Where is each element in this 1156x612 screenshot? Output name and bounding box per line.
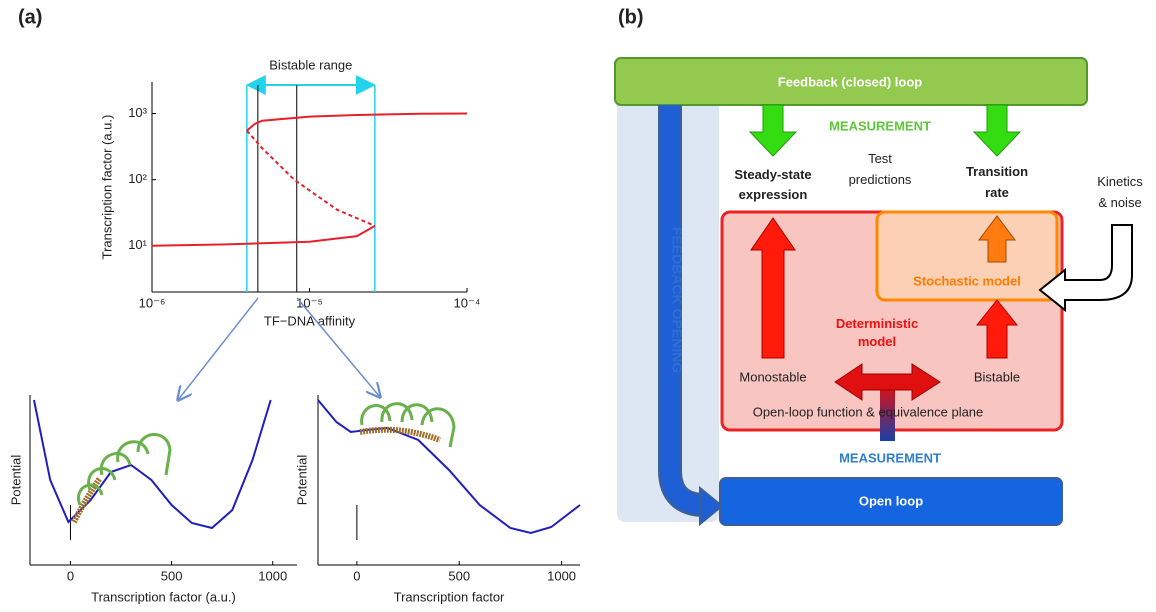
deterministic-label: Deterministic model [836, 316, 918, 349]
double-arrow [834, 363, 941, 401]
open-loop-label: Open loop [859, 493, 923, 508]
bistable-label: Bistable [974, 369, 1020, 384]
orange-arrow [978, 215, 1016, 263]
zoom-arrow [296, 297, 380, 397]
y-axis-label: Potential [294, 455, 309, 506]
opening-arrow [660, 105, 706, 515]
x-axis-label: Transcription factor (a.u.) [91, 589, 236, 604]
open-loop-box [719, 477, 1063, 526]
x-tick-label: 10⁻⁴ [454, 295, 481, 310]
stochastic-label: Stochastic model [913, 273, 1021, 288]
curve [246, 112, 468, 132]
curve [151, 225, 376, 247]
panel-label: (b) [618, 6, 644, 28]
y-tick-label: 10² [128, 171, 147, 186]
monostable-label: Monostable [739, 369, 806, 384]
kinetics-arrow [1038, 224, 1133, 313]
closed-loop-box [614, 57, 1088, 106]
red-arrow [975, 299, 1019, 359]
x-tick-label: 1000 [258, 568, 287, 583]
x-tick-label: 500 [161, 568, 183, 583]
y-axis-label: Transcription factor (a.u.) [99, 115, 114, 260]
test-predictions-label: Test predictions [849, 151, 912, 187]
green-arrow [972, 104, 1022, 157]
x-axis-label: TF−DNA affinity [264, 313, 356, 328]
y-tick-label: 10³ [128, 105, 147, 120]
x-axis-label: Transcription factor [394, 589, 505, 604]
arrow-head [699, 485, 724, 527]
hops [77, 433, 172, 506]
x-tick-label: 1000 [547, 568, 576, 583]
stochastic-box [875, 210, 1059, 302]
open-loop-function-label: Open-loop function & equivalence plane [753, 404, 984, 419]
range-label: Bistable range [269, 57, 352, 72]
hops [360, 402, 456, 448]
particles [359, 426, 442, 443]
measurement-label: MEASUREMENT [839, 450, 941, 465]
transition-rate-label: Transition rate [966, 164, 1028, 200]
y-tick-label: 10¹ [128, 237, 147, 252]
charts: 10⁻⁶ 10⁻⁵ 10⁻⁴ 10¹ 10² 10³ TF−DNA affinity Tran… [8, 57, 581, 604]
curve [317, 399, 581, 535]
feedback-opening-label: FEEDBACK OPENING [669, 227, 685, 373]
curve [33, 399, 272, 530]
x-tick-label: 500 [448, 568, 470, 583]
stem [880, 385, 895, 441]
closed-loop-label: Feedback (closed) loop [778, 74, 923, 89]
red-arrow [750, 217, 796, 359]
green-arrow [748, 104, 798, 157]
x-tick-label: 0 [67, 568, 74, 583]
measurement-label: MEASUREMENT [829, 118, 931, 133]
x-tick-label: 10⁻⁶ [139, 295, 166, 310]
y-axis-label: Potential [8, 455, 23, 506]
steady-state-label: Steady-state expression [734, 167, 811, 202]
curve [246, 130, 376, 227]
kinetics-label: Kinetics & noise [1097, 174, 1143, 210]
zoom-arrow [178, 297, 259, 400]
panel-label: (a) [18, 6, 42, 28]
x-tick-label: 0 [353, 568, 360, 583]
particles [71, 476, 103, 524]
x-tick-label: 10⁻⁵ [296, 295, 323, 310]
